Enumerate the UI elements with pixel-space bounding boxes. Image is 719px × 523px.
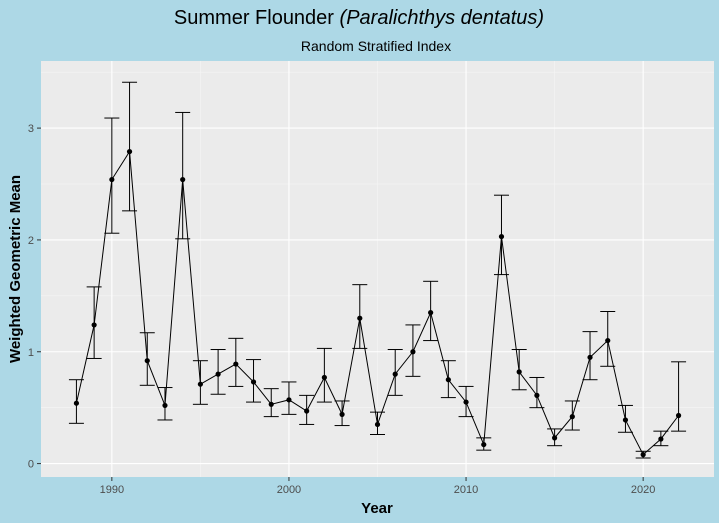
data-point	[463, 399, 469, 405]
chart-subtitle: Random Stratified Index	[301, 38, 451, 54]
data-point	[197, 381, 203, 387]
data-point	[569, 414, 575, 420]
data-point	[357, 315, 363, 321]
data-point	[658, 436, 664, 442]
data-point	[516, 369, 522, 375]
x-axis-title: Year	[361, 500, 393, 517]
data-point	[605, 337, 611, 344]
y-tick-label: 1	[28, 347, 34, 359]
grid-minor	[41, 61, 714, 477]
data-point	[675, 412, 682, 419]
data-point	[392, 371, 398, 377]
data-point	[180, 176, 186, 183]
data-point	[268, 401, 274, 407]
data-point	[587, 354, 593, 360]
x-tick-label: 2020	[631, 484, 655, 496]
data-point	[109, 176, 115, 183]
data-point	[233, 361, 239, 367]
data-points	[73, 148, 682, 458]
data-point	[215, 371, 221, 377]
data-point	[428, 310, 434, 316]
y-axis: 0 1 2 3	[28, 123, 41, 471]
x-tick-label: 2000	[277, 484, 301, 496]
data-point	[445, 377, 451, 383]
data-point	[91, 322, 97, 328]
data-point	[552, 435, 558, 441]
data-point	[144, 358, 150, 364]
chart-title-main: Summer Flounder	[174, 7, 340, 29]
data-point	[534, 392, 540, 398]
data-point	[304, 408, 310, 414]
data-point	[374, 421, 381, 428]
data-point	[73, 400, 80, 406]
error-bar	[104, 117, 120, 234]
data-point	[481, 441, 487, 448]
data-point	[640, 452, 646, 458]
data-point	[339, 411, 345, 417]
chart-title-species: (Paralichthys dentatus)	[340, 7, 545, 29]
y-axis-title: Weighted Geometric Mean	[7, 175, 24, 363]
y-tick-label: 0	[28, 459, 34, 471]
data-point	[498, 233, 505, 240]
x-axis: 1990 2000 2010 2020	[100, 477, 655, 496]
x-tick-label: 1990	[100, 484, 124, 496]
y-tick-label: 3	[28, 123, 34, 135]
data-point	[410, 349, 416, 355]
y-tick-label: 2	[28, 235, 34, 247]
data-point	[126, 148, 133, 155]
data-point	[286, 397, 292, 403]
data-point	[321, 374, 327, 381]
x-tick-label: 2010	[454, 484, 478, 496]
error-bar	[671, 361, 687, 432]
data-point	[250, 379, 257, 385]
data-point	[162, 402, 168, 409]
chart-title: Summer Flounder (Paralichthys dentatus)	[174, 7, 544, 29]
data-point	[622, 417, 629, 423]
